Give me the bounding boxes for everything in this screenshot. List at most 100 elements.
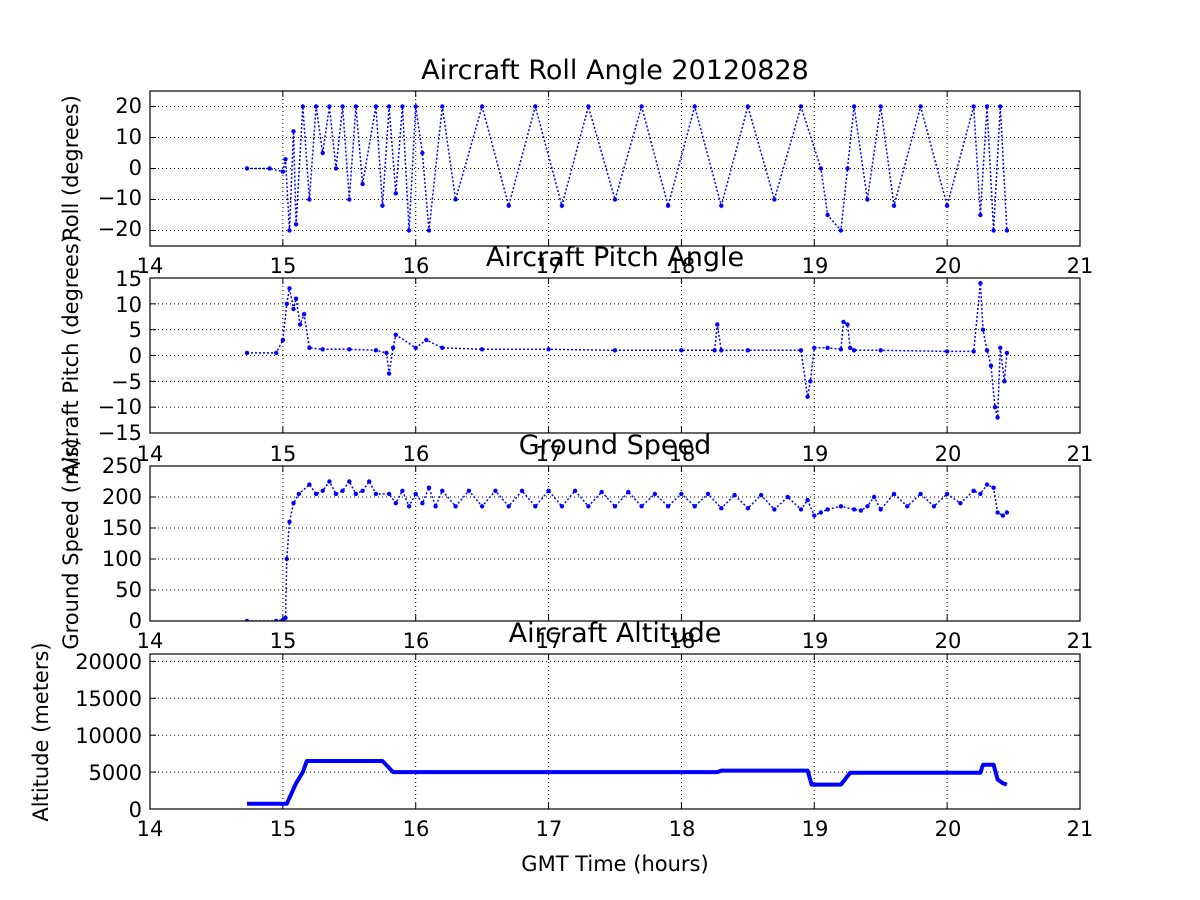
pitch-point	[995, 415, 1000, 420]
roll-xtick: 15	[270, 254, 297, 278]
roll-point	[772, 197, 777, 202]
roll-point	[865, 197, 870, 202]
pitch-point	[992, 405, 998, 410]
roll-point	[639, 104, 644, 109]
altitude-title: Aircraft Altitude	[509, 618, 722, 649]
roll-point	[745, 104, 751, 109]
roll-xtick: 17	[536, 254, 563, 278]
pitch-ytick: 15	[115, 267, 142, 291]
speed-point	[586, 504, 591, 509]
roll-point	[283, 157, 288, 162]
speed-point	[466, 488, 472, 493]
pitch-axes-frame	[149, 277, 1081, 434]
roll-point	[559, 203, 565, 208]
speed-point	[944, 491, 950, 497]
panel-roll: Aircraft Roll Angle 20120828 Roll (degre…	[59, 55, 1093, 278]
pitch-point	[712, 348, 717, 353]
altitude-ytick: 10000	[75, 724, 142, 748]
speed-point	[905, 504, 910, 509]
speed-plot-area	[149, 465, 1081, 622]
speed-xtick: 16	[403, 629, 430, 653]
pitch-point	[998, 345, 1003, 350]
roll-ylabel: Roll (degrees)	[59, 95, 83, 241]
roll-point	[845, 166, 850, 171]
pitch-point	[971, 349, 976, 354]
pitch-point	[845, 322, 850, 327]
altitude-xtick: 14	[137, 817, 164, 841]
speed-point	[758, 492, 764, 498]
pitch-point	[851, 348, 857, 353]
speed-ytick: 50	[115, 578, 142, 602]
speed-point	[283, 615, 288, 621]
speed-point	[546, 488, 551, 493]
roll-point	[347, 197, 352, 202]
speed-point	[931, 504, 937, 509]
roll-point	[307, 197, 312, 202]
altitude-ytick: 5000	[89, 761, 142, 785]
speed-point	[433, 504, 438, 509]
roll-point	[320, 150, 325, 156]
panel-altitude: Aircraft Altitude Altitude (meters) GMT …	[29, 618, 1093, 876]
altitude-xlabel: GMT Time (hours)	[521, 852, 708, 876]
roll-point	[340, 104, 345, 109]
roll-series	[244, 103, 1010, 233]
pitch-point	[805, 394, 810, 399]
speed-point	[313, 491, 319, 497]
pitch-point	[320, 347, 325, 352]
speed-xtick: 15	[270, 629, 297, 653]
pitch-xtick: 19	[802, 442, 829, 466]
speed-point	[453, 504, 458, 509]
speed-series	[244, 479, 1010, 621]
roll-point	[300, 104, 305, 109]
speed-point	[871, 494, 877, 500]
speed-point	[386, 491, 392, 497]
pitch-point	[1002, 379, 1007, 384]
panel-pitch: Aircraft Pitch Angle Aircraft Pitch (deg…	[59, 235, 1093, 477]
speed-point	[1000, 513, 1006, 518]
roll-point	[287, 228, 292, 233]
speed-point	[719, 506, 724, 511]
pitch-xtick: 16	[403, 442, 430, 466]
roll-point	[313, 104, 319, 109]
speed-point	[420, 501, 425, 506]
pitch-xtick: 18	[669, 442, 696, 466]
pitch-point	[878, 348, 883, 353]
pitch-point	[944, 349, 950, 354]
roll-point	[918, 104, 923, 109]
roll-point	[400, 104, 405, 109]
speed-xtick: 17	[536, 629, 563, 653]
pitch-xticks: 14 15 16 17 18 19 20 21	[137, 442, 1094, 466]
roll-point	[818, 166, 824, 171]
speed-yticks: 0 50 100 150 200 250	[102, 454, 142, 633]
speed-point	[665, 504, 671, 509]
pitch-xtick: 15	[270, 442, 297, 466]
speed-point	[991, 485, 996, 490]
altitude-yticks: 0 5000 10000 15000 20000	[75, 650, 142, 822]
speed-point	[393, 501, 398, 506]
pitch-xtick: 17	[536, 442, 563, 466]
speed-point	[440, 488, 445, 493]
speed-point	[705, 491, 711, 497]
pitch-point	[373, 348, 379, 353]
speed-point	[373, 491, 379, 497]
pitch-point	[984, 348, 990, 353]
roll-point	[380, 203, 385, 208]
pitch-point	[479, 347, 485, 352]
pitch-trace	[247, 283, 1008, 418]
speed-point	[284, 556, 289, 562]
roll-point	[291, 129, 296, 134]
roll-point	[612, 197, 618, 202]
speed-point	[533, 504, 538, 509]
altitude-ylabel: Altitude (meters)	[29, 642, 53, 821]
roll-point	[692, 104, 697, 109]
speed-point	[559, 504, 565, 509]
speed-point	[785, 494, 790, 500]
speed-point	[572, 488, 578, 493]
pitch-xtick: 20	[935, 442, 962, 466]
speed-point	[995, 510, 1000, 515]
pitch-point	[715, 322, 720, 327]
speed-title: Ground Speed	[519, 430, 712, 461]
speed-point	[599, 489, 604, 495]
speed-ytick: 150	[102, 516, 142, 540]
